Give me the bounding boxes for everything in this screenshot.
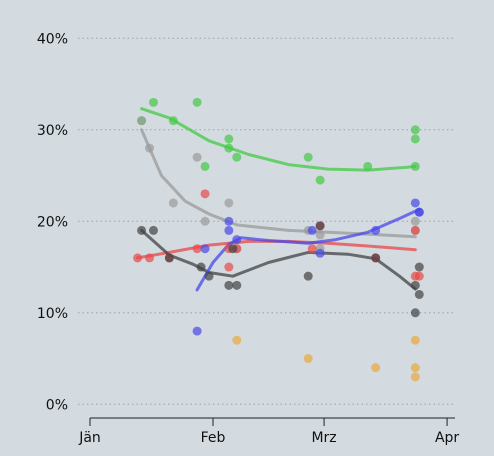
x-tick-label: Apr [435,430,459,446]
series-0-point-2 [168,116,178,126]
series-2-point-0 [133,253,143,263]
series-0-point-9 [315,175,325,185]
series-3-point-3 [196,262,206,272]
series-2-point-5 [224,262,234,272]
series-1-trend-line [140,128,417,239]
series-5-point-3 [410,335,420,345]
y-tick-label: 10% [37,306,68,322]
series-2-point-4 [200,189,210,199]
series-3-point-10 [371,253,381,263]
series-0-point-12 [410,134,420,144]
series-3-point-7 [232,280,242,290]
series-3-point-8 [303,271,313,281]
series-4-point-7 [371,225,381,235]
series-3-point-9 [315,221,325,231]
series-3-point-11 [410,280,420,290]
series-4-point-4 [232,235,242,245]
y-tick-label: 0% [46,397,68,413]
y-tick-label: 20% [37,214,68,230]
series-4-point-8 [410,198,420,208]
grid-lines [78,37,455,405]
series-4-point-10 [414,207,424,217]
series-1-point-8 [315,230,325,240]
y-axis-tick-labels: 0% 10% 20% 30% 40% [37,31,68,413]
x-axis: Jän Feb Mrz Apr [78,417,459,446]
series-3-point-13 [414,289,424,299]
series-1-point-0 [137,116,147,126]
series-4-trend-line [195,207,421,292]
trend-lines [136,107,421,292]
series-0-point-7 [232,152,242,162]
series-1-point-10 [410,216,420,226]
series-5-point-4 [410,363,420,373]
series-0-point-8 [303,152,313,162]
series-3-point-4 [204,271,214,281]
series-0-point-5 [224,143,234,153]
series-5-point-1 [303,354,313,364]
series-1-point-2 [168,198,178,208]
series-1-point-1 [145,143,155,153]
series-4-point-0 [192,326,202,336]
series-0-point-10 [363,161,373,171]
y-tick-label: 30% [37,123,68,139]
series-0-point-4 [200,161,210,171]
series-4-point-6 [315,248,325,258]
series-3-point-6 [228,244,238,254]
series-2-point-13 [414,271,424,281]
series-0-point-11 [410,125,420,135]
series-5-point-2 [371,363,381,373]
series-5-point-0 [232,335,242,345]
series-4-point-2 [224,216,234,226]
data-points [133,97,424,382]
series-0-point-13 [410,161,420,171]
series-0-point-1 [148,97,158,107]
y-tick-label: 40% [37,31,68,47]
series-3-trend-line [140,228,417,291]
series-2-point-11 [410,225,420,235]
series-1-point-4 [200,216,210,226]
series-5-point-5 [410,372,420,382]
series-0-trend-line [140,107,417,172]
series-0-point-3 [192,97,202,107]
x-tick-label: Feb [201,430,226,446]
series-2-point-1 [145,253,155,263]
series-1-point-3 [192,152,202,162]
x-tick-label: Mrz [311,430,336,446]
series-0-point-6 [224,134,234,144]
series-1-point-5 [224,198,234,208]
series-4-point-3 [224,225,234,235]
series-3-point-5 [224,280,234,290]
x-tick-label: Jän [78,430,101,446]
series-4-point-1 [200,244,210,254]
series-3-point-2 [164,253,174,263]
series-4-point-5 [307,225,317,235]
series-3-point-0 [137,225,147,235]
series-3-point-12 [410,308,420,318]
series-3-point-14 [414,262,424,272]
series-2-point-3 [192,244,202,254]
series-2-point-8 [307,244,317,254]
series-3-point-1 [148,225,158,235]
